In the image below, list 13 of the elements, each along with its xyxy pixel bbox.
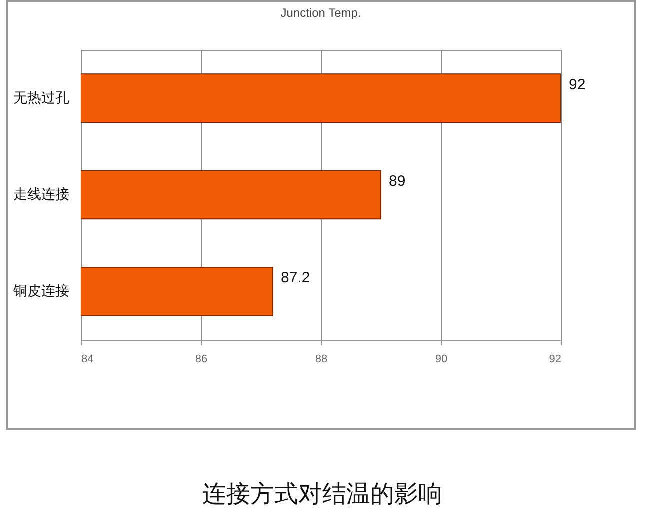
data-label: 87.2 (281, 270, 310, 287)
x-tick-label: 92 (549, 354, 562, 366)
x-tick-label: 86 (195, 354, 208, 366)
data-label: 92 (569, 76, 586, 94)
x-tick-label: 88 (315, 354, 328, 366)
chart-title: Junction Temp. (280, 6, 362, 20)
y-tick-label: 走线连接 (14, 186, 70, 202)
x-tick-label: 90 (435, 354, 448, 366)
y-tick-label: 铜皮连接 (12, 282, 70, 299)
data-label: 89 (389, 173, 406, 190)
x-tick-label: 84 (82, 354, 94, 366)
y-tick-label: 无热过孔 (14, 89, 70, 106)
text: 连接方式对结温的影响 (202, 479, 444, 510)
